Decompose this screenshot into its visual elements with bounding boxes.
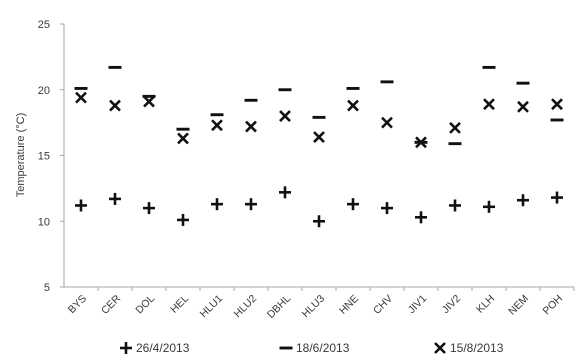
y-tick-label: 20 [38, 85, 50, 97]
legend-item: 15/8/2013 [434, 341, 504, 355]
legend-marker-plus [120, 342, 132, 354]
data-point-plus [415, 211, 427, 224]
data-point-cross [551, 98, 563, 111]
series-3 [75, 91, 563, 149]
data-point-cross [483, 98, 495, 111]
data-point-cross [381, 116, 393, 129]
y-tick-label: 5 [44, 282, 50, 294]
data-point-cross [517, 100, 529, 113]
series-2 [74, 65, 564, 146]
x-tick-label: HNE [337, 293, 361, 317]
x-tick-label: HLU1 [198, 293, 226, 321]
data-point-plus [109, 192, 121, 205]
data-point-plus [279, 186, 291, 199]
x-tick-label: POH [541, 293, 566, 318]
x-tick-label: HLU3 [300, 293, 328, 321]
x-ticks: BYS CER DOL HEL HLU1 HLU2 DBHL HLU3 HNE CHV JIV1 JI… [66, 287, 575, 321]
x-tick-label: NEM [506, 293, 531, 318]
data-point-cross [415, 136, 427, 149]
series-1 [75, 186, 563, 228]
x-axis: BYS CER DOL HEL HLU1 HLU2 DBHL HLU3 HNE CHV JIV1 JI… [64, 286, 575, 321]
x-tick-label: CHV [371, 293, 395, 317]
legend-label: 15/8/2013 [450, 341, 504, 355]
y-ticks: 5 10 15 20 25 [38, 19, 64, 294]
data-point-cross [279, 110, 291, 122]
data-point-plus [143, 202, 155, 215]
y-tick-label: 25 [38, 19, 50, 31]
data-point-plus [449, 199, 461, 212]
x-tick-label: JIV1 [406, 293, 429, 316]
data-point-cross [75, 91, 87, 104]
data-point-plus [517, 194, 529, 207]
data-point-cross [347, 99, 359, 112]
data-point-cross [245, 120, 257, 133]
legend-label: 26/4/2013 [136, 341, 190, 355]
data-point-plus [75, 199, 87, 212]
x-tick-label: KLH [474, 293, 497, 316]
y-tick-label: 15 [38, 151, 50, 163]
legend-label: 18/6/2013 [296, 341, 350, 355]
x-tick-label: HEL [168, 293, 191, 316]
data-point-cross [313, 131, 325, 144]
x-tick-label: DBHL [265, 293, 293, 321]
x-tick-label: DOL [133, 293, 157, 317]
data-point-plus [551, 191, 563, 204]
data-point-plus [313, 215, 325, 228]
data-point-plus [483, 200, 495, 213]
legend-item: 18/6/2013 [279, 341, 350, 355]
data-point-plus [245, 198, 257, 211]
data-point-cross [109, 99, 121, 112]
data-point-cross [143, 95, 155, 108]
x-tick-label: HLU2 [232, 293, 260, 321]
data-point-plus [347, 198, 359, 211]
data-point-plus [211, 198, 223, 211]
legend-marker-cross [434, 342, 446, 354]
legend: 26/4/2013 18/6/2013 15/8/2013 [120, 341, 504, 355]
y-axis: 5 10 15 20 25 [38, 19, 65, 294]
data-point-cross [177, 132, 189, 145]
x-tick-label: JIV2 [440, 293, 463, 316]
data-point-plus [381, 202, 393, 215]
plot-marks [74, 65, 564, 228]
y-tick-label: 10 [38, 216, 50, 228]
x-tick-label: BYS [66, 293, 89, 316]
legend-item: 26/4/2013 [120, 341, 190, 355]
data-point-plus [177, 213, 189, 226]
data-point-cross [211, 119, 223, 132]
x-tick-label: CER [99, 292, 123, 316]
data-point-cross [449, 121, 461, 134]
y-axis-label: Temperature (°C) [15, 113, 27, 197]
